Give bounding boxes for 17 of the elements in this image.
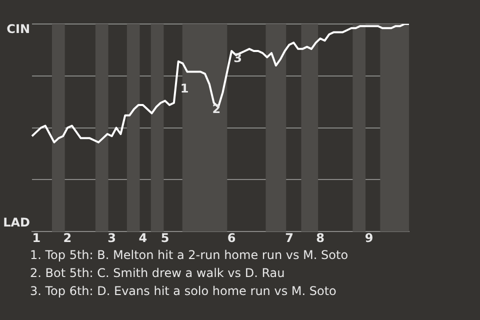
text: 3. Top 6th: D. Evans hit a solo home run vs M. Soto (30, 283, 338, 300)
x-tick-label: 6 (227, 230, 236, 245)
annotation: 2 (212, 102, 221, 116)
annotation: 1 (180, 81, 189, 96)
annotation: 3 (234, 51, 242, 66)
text: 2. Bot 5th: C. Smith drew a walk vs D. Rau (30, 265, 286, 282)
text: 1. Top 5th: B. Melton hit a 2-run home run vs M. Soto (30, 247, 350, 264)
x-tick-label: 9 (364, 230, 374, 245)
text: LAD (3, 216, 30, 230)
x-tick-label: 4 (138, 230, 148, 245)
x-tick-label: 8 (316, 230, 324, 245)
x-tick-label: 7 (285, 230, 294, 245)
x-tick-label: 2 (63, 230, 72, 245)
x-tick-label: 3 (108, 230, 116, 245)
x-tick-label: 5 (160, 230, 170, 245)
x-tick-label: 1 (32, 230, 41, 245)
text: CIN (6, 22, 30, 36)
